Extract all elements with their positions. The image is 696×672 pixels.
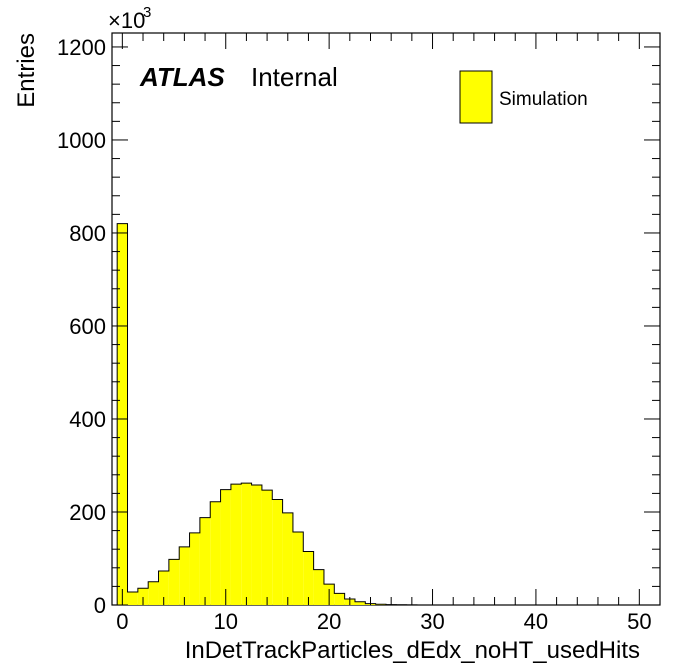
y-axis-multiplier: ×10 3 <box>108 4 151 33</box>
y-tick-labels: 0 200 400 600 800 1000 1200 <box>57 35 106 618</box>
histogram-bar <box>127 591 138 605</box>
y-axis-title: Entries <box>13 33 40 108</box>
histogram-bar <box>251 485 262 605</box>
atlas-label: ATLAS <box>139 62 225 92</box>
internal-label: Internal <box>251 62 338 92</box>
histogram-bar <box>241 483 252 605</box>
histogram-bar <box>334 593 345 605</box>
y-tick-label: 0 <box>94 593 106 618</box>
histogram-bar <box>282 512 293 605</box>
histogram-bar <box>179 546 190 605</box>
y-tick-label: 400 <box>69 407 106 432</box>
histogram-bar <box>354 601 366 605</box>
histogram-bar <box>137 588 149 605</box>
x-axis-title: InDetTrackParticles_dEdx_noHT_usedHits <box>185 637 640 664</box>
histogram-bar <box>158 571 169 605</box>
histogram-bar <box>148 581 159 605</box>
histogram-bar <box>272 499 283 605</box>
histogram-outline <box>116 223 645 606</box>
multiplier-base: ×10 <box>108 8 145 33</box>
legend-label: Simulation <box>499 89 588 110</box>
histogram-bar <box>168 559 180 605</box>
legend: Simulation <box>459 70 588 124</box>
histogram-bar <box>313 569 324 605</box>
y-tick-label: 600 <box>69 314 106 339</box>
y-tick-label: 800 <box>69 221 106 246</box>
plot-frame <box>111 32 661 606</box>
y-tick-label: 1000 <box>57 128 106 153</box>
histogram-bar <box>199 517 211 605</box>
histogram-bar <box>189 532 200 605</box>
histogram-bar <box>303 551 314 605</box>
histogram-bar <box>210 501 221 605</box>
x-tick-labels: 0 10 20 30 40 50 <box>116 609 651 634</box>
histogram-bars <box>116 223 645 606</box>
x-tick-label: 30 <box>420 609 444 634</box>
x-tick-label: 40 <box>524 609 548 634</box>
histogram-bar <box>117 223 128 606</box>
multiplier-exponent: 3 <box>143 4 151 21</box>
histogram-bar <box>292 531 304 605</box>
x-tick-label: 10 <box>213 609 237 634</box>
y-tick-label: 200 <box>69 500 106 525</box>
x-tick-label: 0 <box>116 609 128 634</box>
x-tick-label: 50 <box>627 609 651 634</box>
histogram-bar <box>230 484 242 605</box>
y-tick-label: 1200 <box>57 35 106 60</box>
histogram-bar <box>220 489 231 605</box>
histogram-bar <box>261 490 273 605</box>
axis-ticks <box>112 33 660 606</box>
x-tick-label: 20 <box>317 609 341 634</box>
legend-swatch <box>459 70 493 124</box>
